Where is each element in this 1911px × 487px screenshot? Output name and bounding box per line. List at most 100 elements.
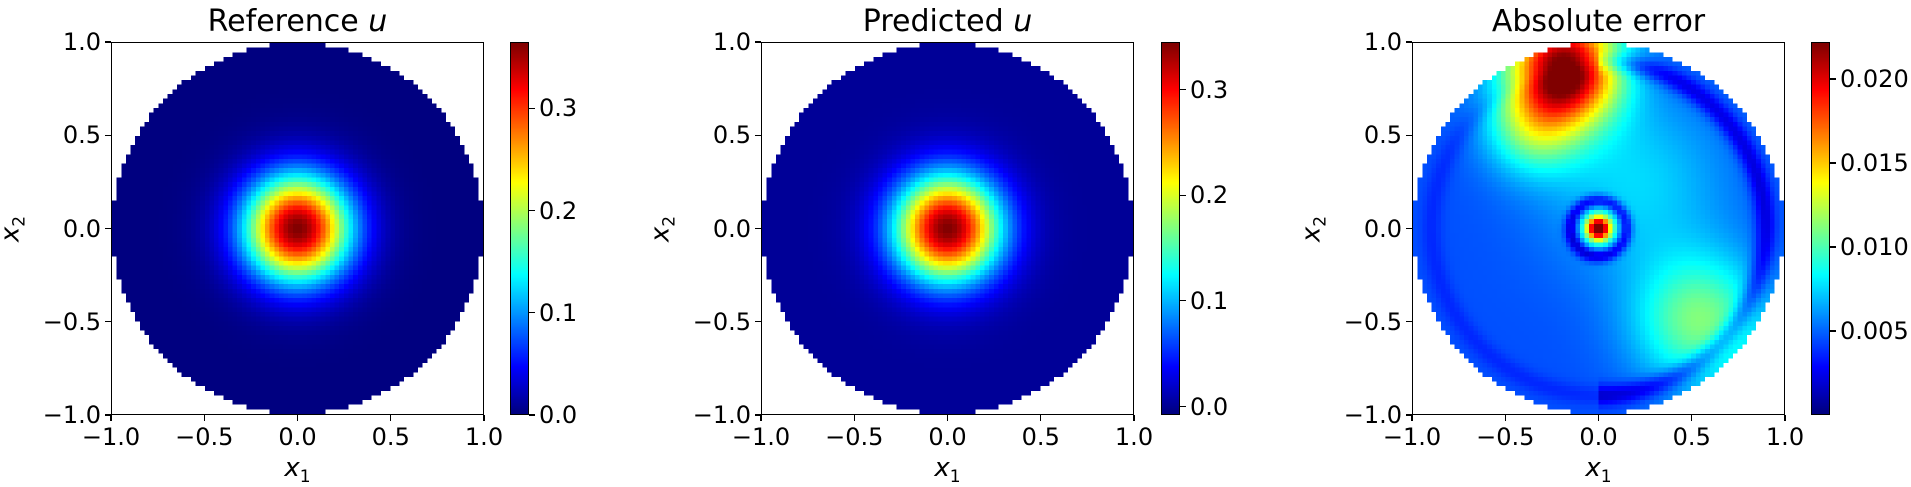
- y-tick-mark: [755, 414, 761, 416]
- y-tick-label: 0.5: [62, 121, 101, 150]
- y-tick-mark: [755, 41, 761, 43]
- heatmap-image: [112, 43, 483, 414]
- x-tick-mark: [1597, 415, 1600, 421]
- y-tick-mark: [755, 321, 761, 323]
- colorbar-tick-label: 0.015: [1840, 148, 1909, 177]
- colorbar-tick-mark: [1830, 162, 1836, 164]
- x-tick-label: −1.0: [81, 423, 141, 451]
- x-tick-mark: [760, 415, 762, 421]
- x-tick-label: 0.0: [278, 423, 317, 451]
- colorbar-tick-label: 0.3: [539, 94, 578, 123]
- y-tick-mark: [755, 134, 761, 136]
- colorbar: [1811, 42, 1830, 415]
- x-tick-label: 0.5: [371, 423, 410, 451]
- x-tick-label: 1.0: [1114, 423, 1154, 451]
- x-tick-label: 1.0: [464, 423, 504, 451]
- y-tick-label: −0.5: [692, 307, 751, 336]
- x-tick-mark: [203, 415, 205, 421]
- y-tick-label: 0.5: [712, 121, 751, 150]
- x-axis-label: x1: [284, 453, 311, 487]
- chart-title-text: Reference: [207, 4, 359, 39]
- chart-title-text: Predicted: [862, 4, 1004, 39]
- colorbar-tick-label: 0.3: [1190, 75, 1229, 104]
- x-tick-mark: [946, 415, 949, 421]
- colorbar-tick-label: 0.1: [1190, 286, 1229, 315]
- y-tick-label: −1.0: [1343, 401, 1402, 429]
- chart-title-variable: u: [1013, 4, 1033, 39]
- heatmap-plot: [1412, 42, 1785, 415]
- colorbar-tick-mark: [1830, 246, 1836, 248]
- x-tick-label: −0.5: [825, 423, 884, 451]
- x-tick-label: −0.5: [175, 423, 234, 451]
- y-tick-mark: [1406, 134, 1412, 136]
- y-tick-label: −0.5: [42, 307, 101, 336]
- x-tick-mark: [1040, 415, 1042, 421]
- x-tick-label: 0.0: [928, 423, 967, 451]
- x-tick-mark: [1504, 415, 1506, 421]
- colorbar-tick-label: 0.2: [539, 196, 578, 225]
- y-tick-mark: [105, 227, 111, 230]
- colorbar-tick-mark: [529, 414, 535, 416]
- x-axis-label: x1: [934, 453, 961, 487]
- x-tick-mark: [110, 415, 112, 421]
- y-tick-label: 0.0: [1363, 214, 1402, 243]
- x-tick-label: 0.5: [1021, 423, 1060, 451]
- y-tick-label: 0.5: [1363, 121, 1402, 150]
- chart-title: Predicted u: [863, 4, 1032, 39]
- colorbar-tick-label: 0.020: [1840, 64, 1909, 93]
- x-tick-label: 1.0: [1765, 423, 1805, 451]
- y-tick-label: 1.0: [1363, 28, 1402, 56]
- x-tick-mark: [1784, 415, 1786, 421]
- heatmap-plot: [111, 42, 484, 415]
- y-tick-label: 0.0: [62, 214, 101, 243]
- colorbar-tick-mark: [529, 107, 535, 109]
- y-tick-mark: [105, 414, 111, 416]
- y-tick-mark: [1406, 321, 1412, 323]
- y-tick-label: −1.0: [692, 401, 751, 429]
- y-tick-label: 1.0: [62, 28, 101, 56]
- y-tick-label: −1.0: [42, 401, 101, 429]
- chart-title-variable: u: [368, 4, 388, 39]
- colorbar-tick-label: 0.0: [1190, 392, 1229, 421]
- x-tick-label: −0.5: [1476, 423, 1535, 451]
- colorbar-tick-label: 0.1: [539, 298, 578, 327]
- heatmap-image: [1413, 43, 1784, 414]
- colorbar-gradient: [1162, 43, 1179, 414]
- x-tick-mark: [1411, 415, 1413, 421]
- colorbar-tick-mark: [1180, 88, 1186, 91]
- y-tick-mark: [105, 134, 111, 136]
- y-tick-label: 1.0: [712, 28, 751, 56]
- y-tick-mark: [1406, 41, 1412, 43]
- colorbar: [1161, 42, 1180, 415]
- colorbar-tick-label: 0.005: [1840, 316, 1909, 345]
- x-axis-label: x1: [1585, 453, 1612, 487]
- x-tick-label: −1.0: [731, 423, 791, 451]
- colorbar-tick-mark: [529, 210, 535, 212]
- y-tick-mark: [105, 41, 111, 43]
- heatmap-image: [762, 43, 1133, 414]
- colorbar-tick-mark: [1180, 405, 1186, 408]
- x-tick-mark: [1691, 415, 1693, 421]
- y-tick-label: 0.0: [712, 214, 751, 243]
- y-tick-mark: [755, 227, 761, 230]
- y-tick-mark: [1406, 414, 1412, 416]
- colorbar-tick-mark: [529, 312, 535, 314]
- y-tick-mark: [105, 321, 111, 323]
- x-tick-label: 0.5: [1672, 423, 1711, 451]
- colorbar-gradient: [511, 43, 528, 414]
- x-tick-label: 0.0: [1579, 423, 1618, 451]
- colorbar-tick-mark: [1830, 330, 1836, 332]
- chart-title: Absolute error: [1492, 4, 1705, 39]
- x-tick-mark: [483, 415, 485, 421]
- y-tick-mark: [1406, 227, 1412, 230]
- heatmap-plot: [761, 42, 1134, 415]
- colorbar-tick-label: 0.0: [539, 401, 578, 429]
- colorbar: [510, 42, 529, 415]
- chart-title: Reference u: [208, 4, 388, 39]
- y-axis-label: x2: [1296, 215, 1331, 242]
- y-tick-label: −0.5: [1343, 307, 1402, 336]
- chart-title-text: Absolute error: [1491, 4, 1706, 39]
